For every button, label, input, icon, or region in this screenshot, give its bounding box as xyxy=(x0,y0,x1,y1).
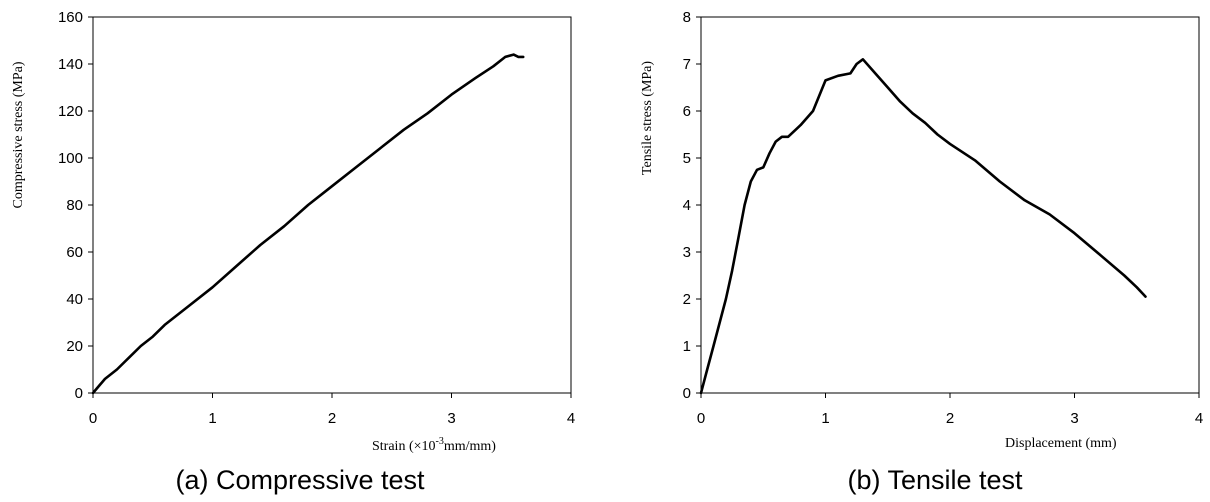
x-axis-label-unit: mm/mm) xyxy=(444,439,496,454)
y-tick-labels: 0 1 2 3 4 5 6 7 8 xyxy=(683,9,701,402)
y-tick-label: 4 xyxy=(683,197,691,214)
y-tick-label: 5 xyxy=(683,150,691,167)
y-tick-labels: 0 20 40 60 80 100 120 140 160 xyxy=(58,9,93,402)
x-tick-label: 3 xyxy=(1070,410,1078,427)
x-tick-label: 2 xyxy=(946,410,954,427)
y-tick-label: 80 xyxy=(66,197,83,214)
y-tick-label: 3 xyxy=(683,244,691,261)
compressive-test-chart: 0 20 40 60 80 100 120 140 160 0 1 2 3 4 Compressive … xyxy=(11,9,575,495)
y-axis-label: Tensile stress (MPa) xyxy=(640,61,655,175)
x-tick-label: 1 xyxy=(821,410,829,427)
plot-frame xyxy=(700,16,1200,394)
chart-caption: (b) Tensile test xyxy=(847,465,1023,495)
x-axis-label-main: Strain (×10 xyxy=(372,439,436,454)
y-tick-label: 60 xyxy=(66,244,83,261)
x-tick-label: 0 xyxy=(89,410,97,427)
x-tick-label: 4 xyxy=(567,410,575,427)
plot-frame xyxy=(92,16,572,394)
x-axis-label: Strain (×10-3mm/mm) xyxy=(372,436,496,454)
y-tick-label: 20 xyxy=(66,338,83,355)
series-layer xyxy=(91,53,525,395)
x-tick-labels: 0 1 2 3 4 xyxy=(89,393,575,427)
y-tick-label: 140 xyxy=(58,56,83,73)
x-tick-label: 3 xyxy=(447,410,455,427)
x-axis-label-exponent: -3 xyxy=(436,436,444,447)
y-tick-label: 8 xyxy=(683,9,691,26)
y-tick-label: 0 xyxy=(683,385,691,402)
x-tick-labels: 0 1 2 3 4 xyxy=(697,393,1203,427)
y-tick-label: 1 xyxy=(683,338,691,355)
y-tick-label: 2 xyxy=(683,291,691,308)
y-axis-label: Compressive stress (MPa) xyxy=(11,61,26,208)
y-tick-label: 40 xyxy=(66,291,83,308)
chart-caption: (a) Compressive test xyxy=(175,465,425,495)
series-layer xyxy=(699,57,1147,395)
x-tick-label: 4 xyxy=(1195,410,1203,427)
series-line xyxy=(699,57,1147,395)
y-tick-label: 160 xyxy=(58,9,83,26)
y-tick-label: 120 xyxy=(58,103,83,120)
y-tick-label: 7 xyxy=(683,56,691,73)
x-tick-label: 0 xyxy=(697,410,705,427)
x-tick-label: 1 xyxy=(208,410,216,427)
y-tick-label: 0 xyxy=(75,385,83,402)
y-tick-label: 100 xyxy=(58,150,83,167)
tensile-test-chart: 0 1 2 3 4 5 6 7 8 0 1 2 3 4 Tensile stress (MPa) Dis… xyxy=(640,9,1203,495)
series-line xyxy=(91,53,525,395)
x-tick-label: 2 xyxy=(328,410,336,427)
y-tick-label: 6 xyxy=(683,103,691,120)
x-axis-label: Displacement (mm) xyxy=(1005,436,1117,451)
